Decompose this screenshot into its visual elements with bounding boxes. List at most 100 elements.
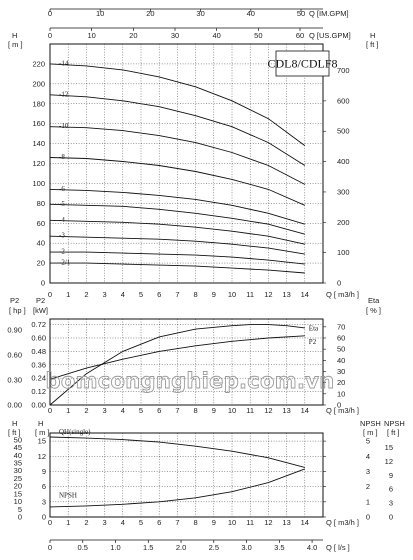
x-label-ls: Q [ l/s ] [326,543,350,552]
x-tick-label-power: 13 [282,406,290,415]
x-tick-label-power: 11 [246,406,254,415]
y-tick-label-npsh-ft: 12 [385,457,393,466]
y-tick-label-m: 80 [37,199,45,208]
chart-title-box [275,50,330,77]
top-tick-label-us: 0 [48,31,52,40]
x-tick-label-power: 4 [121,406,125,415]
x-tick-label-head: 4 [121,290,125,299]
y-label-p2-hp: P2 [10,296,19,305]
curve-stage-5 [49,203,305,235]
y-tick-label-m: 180 [32,99,45,108]
top-tick-label-im: 40 [247,9,255,18]
curve-stage-2 [50,251,305,265]
curve-label: -10 [59,122,69,130]
x-tick-label-power: 10 [228,406,236,415]
ls-tick-label: 0 [48,543,52,552]
curve-stage-10 [49,126,306,185]
x-tick-label-power: 9 [212,406,216,415]
y-tick-label-kw: 0.72 [31,320,46,329]
y-tick-label-npsh-m: 1 [366,497,370,506]
y-tick-label-kw: 0.24 [31,374,46,383]
curve-stage-3 [49,235,305,255]
x-tick-label-head: 3 [103,290,107,299]
y-label-h-ft-letter: H [370,31,375,40]
x-tick-label-head: 7 [175,290,179,299]
x-tick-label-head: 12 [264,290,272,299]
y-tick-label-h-ft: 45 [14,443,22,452]
x-tick-label-power: 3 [103,406,107,415]
x-tick-label-power: 12 [264,406,272,415]
curve-label-npsh: NPSH [59,491,77,499]
curve-label: -8 [59,153,65,161]
y-tick-label-eta: 10 [337,389,345,398]
y-tick-label-m: 60 [37,219,45,228]
y-tick-label-npsh-ft: 9 [389,471,393,480]
y-tick-label-eta: 30 [337,367,345,376]
x-tick-label-power: 7 [175,406,179,415]
top-tick-label-im: 0 [48,9,52,18]
watermark: bomcongnghiep.com.vn [46,369,335,393]
y-tick-label-eta: 0 [337,401,341,410]
y-tick-label-h-m: 6 [42,482,46,491]
panel-npsh-frame [49,432,324,518]
ls-tick-label: 4.0 [307,543,317,552]
x-label-power: Q [ m3/h ] [326,406,359,415]
curve-label: -4 [59,216,65,224]
y-tick-label-h-m: 12 [38,452,46,461]
y-tick-label-ft: 400 [337,157,350,166]
y-label-p2-kw: P2 [36,296,45,305]
x-tick-label-npsh: 3 [103,518,107,527]
x-tick-label-npsh: 8 [194,518,198,527]
y-tick-label-npsh-m: 3 [366,467,370,476]
y-tick-label-m: 100 [32,179,45,188]
x-label-top-im: Q [IM.GPM] [309,9,349,18]
y-tick-label-kw: 0.60 [31,333,46,342]
x-tick-label-head: 8 [194,290,198,299]
panel-power-frame [49,318,324,406]
y-tick-label-ft: 300 [337,187,350,196]
y-tick-label-m: 0 [41,279,45,288]
x-tick-label-power: 2 [84,406,88,415]
curve-label: -14 [59,59,69,67]
y-tick-label-npsh-m: 2 [366,482,370,491]
y-tick-label-h-m: 15 [38,437,46,446]
y-tick-label-kw: 0.00 [31,401,46,410]
y-tick-label-eta: 60 [337,333,345,342]
x-tick-label-power: 0 [48,406,52,415]
x-tick-label-npsh: 7 [175,518,179,527]
y-tick-label-npsh-ft: 15 [385,443,393,452]
curve-label: -6 [59,185,65,193]
x-tick-label-npsh: 10 [228,518,236,527]
curve-p2 [49,335,305,380]
x-tick-label-npsh: 4 [121,518,125,527]
y-tick-label-hp: 0.30 [7,376,22,385]
chart-title: CDL8/CDLF8 [267,57,337,71]
top-tick-label-us: 30 [171,31,179,40]
y-tick-label-ft: 500 [337,127,350,136]
y-tick-label-eta: 20 [337,378,345,387]
y-tick-label-kw: 0.48 [31,347,46,356]
y-tick-label-m: 200 [32,79,45,88]
x-tick-label-power: 14 [301,406,309,415]
top-tick-label-im: 20 [146,9,154,18]
y-tick-label-npsh-ft: 0 [389,513,393,522]
y-label-eta: Eta [368,296,380,305]
y-tick-label-ft: 600 [337,96,350,105]
curve-stage-6 [49,188,305,225]
y-label-eta-unit: [ % ] [366,306,381,315]
top-tick-label-us: 60 [296,31,304,40]
top-tick-label-im: 30 [196,9,204,18]
y-tick-label-ft: 0 [337,279,341,288]
y-tick-label-kw: 0.36 [31,360,46,369]
y-tick-label-m: 20 [37,259,45,268]
y-tick-label-h-ft: 20 [14,482,22,491]
x-tick-label-npsh: 14 [301,518,309,527]
x-tick-label-head: 5 [139,290,143,299]
x-tick-label-npsh: 2 [84,518,88,527]
y-tick-label-hp: 0.60 [7,351,22,360]
y-tick-label-npsh-m: 4 [366,452,370,461]
x-tick-label-head: 1 [66,290,70,299]
x-tick-label-npsh: 13 [282,518,290,527]
top-tick-label-us: 20 [129,31,137,40]
x-tick-label-npsh: 12 [264,518,272,527]
